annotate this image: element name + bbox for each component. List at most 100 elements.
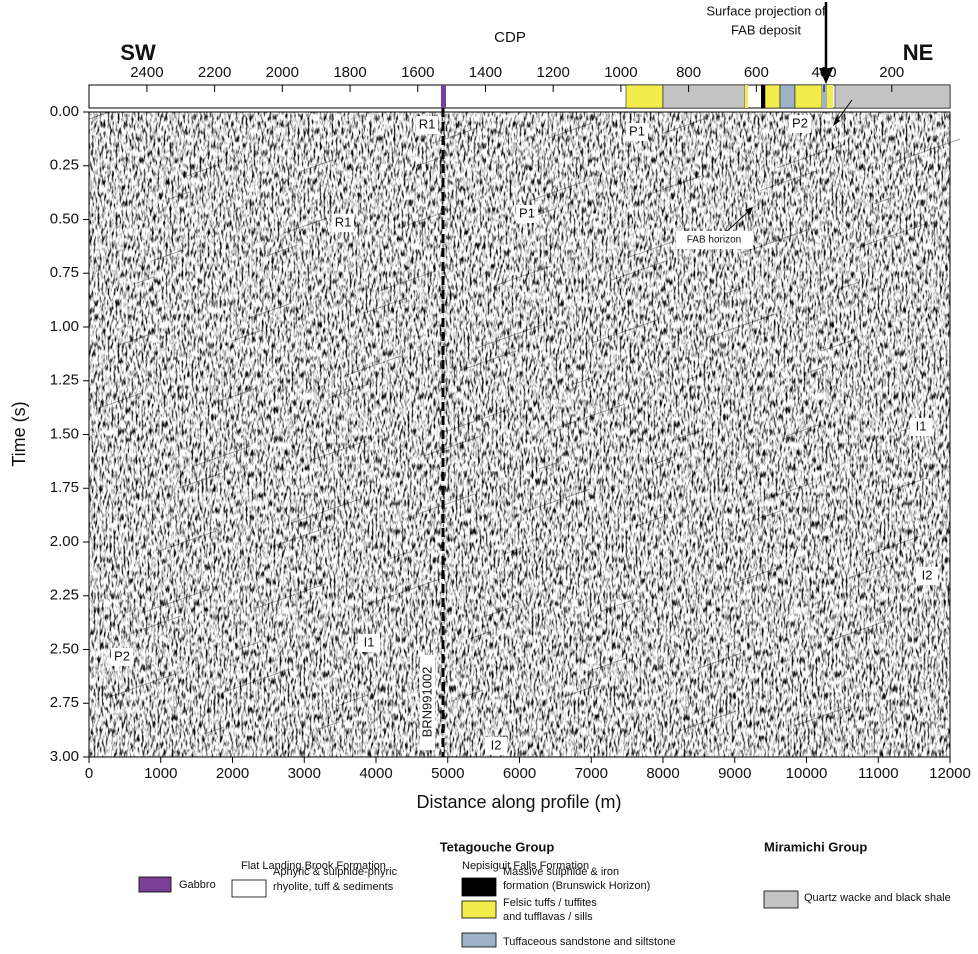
fab-arrow [725,209,751,233]
reflector [670,429,704,442]
y-tick-label: 2.50 [50,640,79,657]
reflector [776,143,846,169]
x-axis-label: Distance along profile (m) [416,792,621,812]
reflector [706,313,776,339]
reflector [829,620,887,642]
cdp-tick-label: 600 [744,64,769,81]
reflector [274,525,332,547]
reflector [759,170,817,192]
reflector [318,721,340,730]
reflector [291,498,361,524]
legend-swatch [461,877,497,897]
reflector [847,562,893,579]
x-tick-label: 11000 [858,765,899,782]
reflector [203,726,225,735]
reflector [476,323,546,349]
wacke-unit [834,84,951,109]
label-bg [516,205,538,223]
x-tick-label: 5000 [431,765,464,782]
reflector [97,392,143,409]
reflector [168,191,190,200]
legend-text: Massive sulphide & iron [503,866,619,878]
generated: 0 1000 2000 3000 4000 5000 6000 7000 8000 9000 100… [50,64,971,782]
reflector [485,604,519,617]
reflector [856,223,926,249]
reflector [529,180,587,202]
reflector [441,408,511,434]
label-bg [916,567,938,585]
reflector [732,567,778,584]
cdp-tick-label: 1800 [333,64,366,81]
annotation: I2 [491,737,502,752]
reflector [609,260,667,282]
reflector [194,445,252,467]
reflector [767,482,813,499]
label-bg [420,655,435,750]
label-bg [358,634,380,652]
cdp-tick-label: 800 [676,64,701,81]
label-bg [676,231,752,249]
cdp-tick-label: 2400 [130,64,163,81]
reflector [397,212,443,229]
legend-formation: Nepisiguit Falls Formation [462,860,589,872]
cdp-title: CDP [494,29,526,46]
reflector [503,546,525,555]
reflector [150,249,184,262]
reflector [300,159,334,172]
reflector [882,477,928,494]
y-tick-label: 1.50 [50,425,79,442]
y-tick-label: 0.75 [50,264,79,281]
reflector [371,578,441,604]
felsic-unit [745,85,748,108]
surface-label: FAB deposit [731,22,801,37]
reflector [688,371,710,380]
y-tick-label: 1.25 [50,372,79,389]
reflector [88,111,110,120]
reflector [424,435,482,457]
cdp-tick-label: 200 [879,64,904,81]
annotation: I1 [364,634,375,649]
legend-text: Quartz wacke and black shale [804,892,951,904]
x-tick-label: 7000 [575,765,608,782]
p2-arrow [835,99,853,123]
reflector [521,488,591,514]
legend-swatch [138,876,172,893]
legend-swatch [461,932,497,948]
reflector [344,355,402,377]
reflector [159,530,217,552]
reflector [185,164,219,177]
x-tick-label: 6000 [503,765,536,782]
x-tick-label: 4000 [359,765,392,782]
felsic-unit [794,84,823,109]
reflector [873,196,895,205]
legend-text: and tufflavas / sills [503,911,593,923]
annotation: FAB horizon [687,235,741,246]
reflector [785,424,819,437]
y-tick-label: 0.50 [50,210,79,227]
reflector [406,493,476,519]
reflector [177,472,223,489]
reflector [247,302,293,319]
reflector [679,710,737,732]
legend-swatch [231,879,267,898]
reflector [468,631,490,640]
sandstone-unit [822,85,827,108]
reflector [556,403,626,429]
reflector [662,117,708,134]
reflector [327,382,373,399]
reflector [256,583,326,609]
y-tick-label: 1.00 [50,318,79,335]
sulphide-unit [761,85,765,108]
arrowhead [745,207,753,215]
reflector [864,535,922,557]
annotation: P2 [114,648,130,663]
reflector [547,122,593,139]
annotation: I1 [916,418,927,433]
label-bg [626,123,648,141]
reflector [820,339,854,352]
felsic-unit [625,84,664,109]
reflector [115,334,149,347]
reflector [653,456,675,465]
legend-formation: Flat Landing Brook Formation [241,860,386,872]
